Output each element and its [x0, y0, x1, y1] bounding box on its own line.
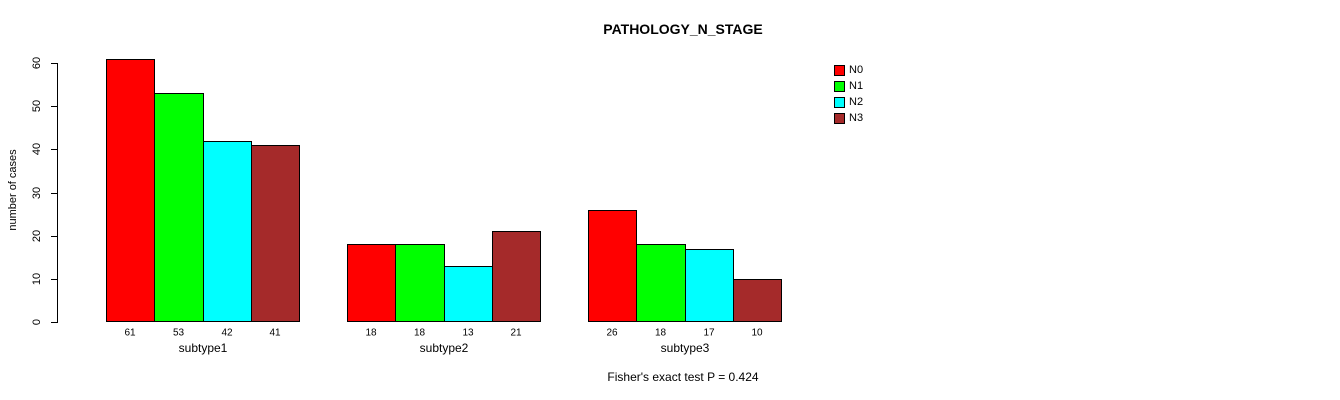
legend-item-n2: N2 [834, 94, 863, 110]
bar-n1-subtype3 [636, 244, 686, 322]
bar-value-label: 53 [172, 327, 185, 339]
legend-swatch-icon [834, 80, 845, 92]
bar-value-label: 18 [365, 327, 377, 339]
legend: N0 N1 N2 N3 [834, 62, 863, 126]
bar-n2-subtype2 [444, 266, 493, 322]
bar-value-label: 21 [510, 327, 522, 339]
y-axis-line [57, 63, 58, 323]
y-tick-label: 10 [31, 272, 43, 286]
legend-label: N3 [849, 112, 864, 124]
legend-label: N0 [849, 64, 864, 76]
bar-value-label: 18 [654, 327, 667, 339]
y-axis-label: number of cases [7, 149, 19, 231]
bar-n1-subtype1 [154, 93, 204, 322]
bar-n0-subtype1 [106, 59, 155, 322]
bar-n3-subtype3 [733, 279, 782, 322]
y-tick-label: 0 [31, 318, 43, 326]
bar-value-label: 42 [221, 327, 233, 339]
y-tick-mark [51, 279, 57, 280]
y-tick-mark [51, 106, 57, 107]
y-tick-mark [51, 322, 57, 323]
fisher-test-annotation: Fisher's exact test P = 0.424 [607, 370, 759, 384]
legend-label: N2 [849, 96, 864, 108]
bar-value-label: 41 [269, 327, 281, 339]
bar-n2-subtype3 [685, 249, 734, 322]
y-tick-label: 60 [31, 56, 43, 70]
bar-n1-subtype2 [395, 244, 445, 322]
y-tick-label: 40 [31, 142, 43, 156]
legend-label: N1 [849, 80, 864, 92]
legend-swatch-icon [834, 112, 845, 124]
legend-swatch-icon [834, 64, 845, 76]
legend-swatch-icon [834, 96, 845, 108]
y-tick-label: 20 [31, 229, 43, 243]
y-tick-mark [51, 236, 57, 237]
bar-value-label: 18 [413, 327, 426, 339]
y-tick-mark [51, 149, 57, 150]
y-tick-label: 30 [31, 186, 43, 200]
x-category-label: subtype1 [178, 341, 228, 355]
bar-value-label: 61 [124, 327, 136, 339]
bar-value-label: 10 [751, 327, 763, 339]
chart-title: PATHOLOGY_N_STAGE [603, 21, 763, 37]
legend-item-n3: N3 [834, 110, 863, 126]
bar-n3-subtype1 [251, 145, 300, 322]
bar-n0-subtype2 [347, 244, 396, 322]
x-category-label: subtype3 [660, 341, 710, 355]
y-tick-mark [51, 63, 57, 64]
bar-n2-subtype1 [203, 141, 252, 322]
y-tick-label: 50 [31, 99, 43, 113]
legend-item-n0: N0 [834, 62, 863, 78]
y-tick-mark [51, 193, 57, 194]
x-category-label: subtype2 [419, 341, 469, 355]
bar-value-label: 26 [606, 327, 618, 339]
bar-value-label: 17 [703, 327, 715, 339]
bar-n3-subtype2 [492, 231, 541, 322]
legend-item-n1: N1 [834, 78, 863, 94]
bar-n0-subtype3 [588, 210, 637, 322]
bar-value-label: 13 [462, 327, 474, 339]
